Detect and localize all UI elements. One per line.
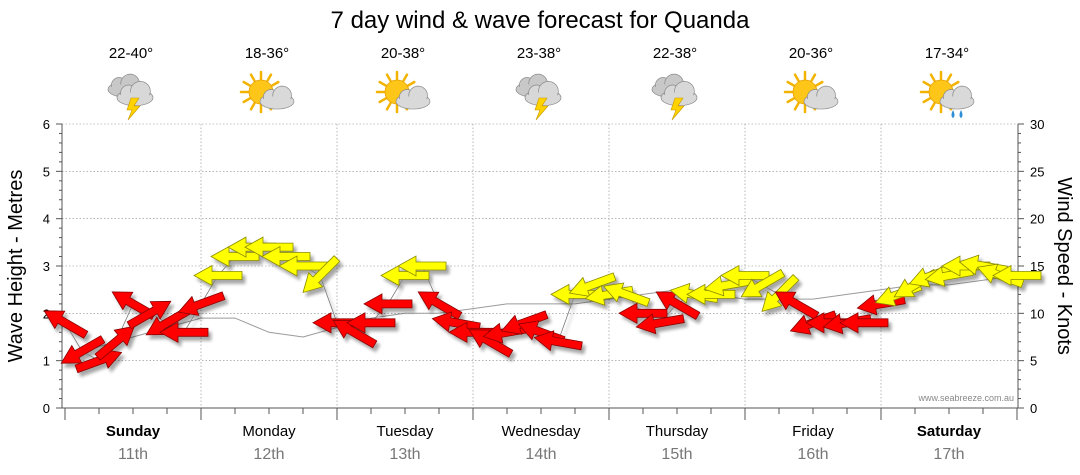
wind-arrows-series [43, 236, 1042, 374]
temperature-range: 22-38° [653, 45, 697, 62]
left-tick-label: 4 [43, 212, 50, 227]
right-tick-label: 30 [1030, 117, 1044, 132]
wind-arrow [94, 325, 136, 361]
wind-arrow [774, 291, 820, 320]
cloud-shape [660, 81, 698, 107]
y-axis-right-label: Wind Speed - Knots [1053, 177, 1075, 355]
day-name-label: Thursday [646, 423, 709, 440]
day-name-label: Wednesday [502, 423, 581, 440]
wind-arrow [261, 245, 311, 268]
right-y-ticks: 0 5 10 15 20 25 30 [1018, 117, 1044, 416]
day-date-label: 15th [661, 446, 692, 463]
day-date-label: 13th [389, 446, 420, 463]
wind-arrow [720, 264, 770, 287]
temperature-labels: 22-40° 18-36° 20-38° 23-38° 22-38° 20-36° 17-3… [109, 45, 969, 62]
right-tick-label: 0 [1030, 401, 1037, 416]
wind-arrow [500, 310, 549, 335]
lightning-shape [126, 97, 141, 121]
day-date-label: 17th [933, 446, 964, 463]
wave-height-series [64, 275, 1018, 362]
wind-arrow [332, 319, 378, 349]
wind-arrow [380, 264, 430, 287]
day-date-label: 16th [797, 446, 828, 463]
wind-arrow [839, 312, 889, 334]
wind-arrow [550, 283, 600, 306]
wind-arrow [126, 300, 172, 330]
right-tick-label: 20 [1030, 212, 1044, 227]
left-y-ticks: 0123456 [43, 117, 62, 416]
wind-arrow [602, 282, 651, 307]
right-tick-label: 25 [1030, 164, 1044, 179]
day-date-label: 11th [118, 446, 148, 463]
wind-arrow [992, 264, 1042, 287]
wind-arrow [655, 291, 701, 320]
day-name-label: Friday [792, 423, 834, 440]
storm-cloud-icon [107, 73, 154, 121]
wind-arrow [431, 311, 481, 333]
wind-arrow [740, 268, 786, 298]
right-tick-label: 5 [1030, 354, 1037, 369]
wind-arrow [533, 330, 583, 352]
day-labels: Sunday 11th Monday 12th Tuesday 13th Wednesday… [64, 408, 1018, 463]
wind-arrow [193, 264, 243, 287]
left-tick-label: 0 [43, 401, 50, 416]
day-name-label: Monday [242, 423, 296, 440]
chart-title: 7 day wind & wave forecast for Quanda [331, 7, 751, 34]
cloud-shape [259, 85, 295, 110]
wind-arrow [60, 335, 106, 364]
left-tick-label: 6 [43, 117, 50, 132]
temperature-range: 20-38° [381, 45, 425, 62]
weather-icons [107, 70, 975, 121]
cloud-shape [803, 85, 839, 110]
watermark: www.seabreeze.com.au [917, 393, 1014, 403]
wind-arrow [686, 283, 736, 306]
storm-cloud-icon [515, 73, 562, 121]
rain-drops [951, 110, 963, 118]
sun-cloud-icon [239, 70, 295, 114]
wind-arrow [635, 313, 685, 335]
day-name-label: Saturday [917, 423, 982, 440]
lightning-shape [670, 97, 685, 121]
temperature-range: 18-36° [245, 45, 289, 62]
left-tick-label: 3 [43, 259, 50, 274]
day-date-label: 14th [525, 446, 556, 463]
sun-cloud-icon [375, 70, 431, 114]
wind-arrow [244, 236, 294, 258]
wind-arrow [363, 293, 413, 315]
sun-cloud-icon [783, 70, 839, 114]
wind-arrow [397, 255, 447, 277]
temperature-range: 23-38° [517, 45, 561, 62]
lightning-shape [534, 97, 549, 121]
wind-arrow [468, 329, 514, 358]
cloud-shape [939, 85, 975, 110]
sun-rain-icon [919, 70, 975, 118]
wind-arrow [346, 312, 396, 334]
wind-arrow [278, 255, 328, 277]
y-axis-left-label: Wave Height - Metres [5, 170, 27, 363]
left-tick-label: 5 [43, 164, 50, 179]
right-tick-label: 15 [1030, 259, 1044, 274]
day-name-label: Tuesday [377, 423, 434, 440]
storm-cloud-icon [651, 73, 698, 121]
wind-arrow [302, 255, 341, 294]
wind-arrow [43, 310, 89, 339]
temperature-range: 22-40° [109, 45, 153, 62]
cloud-shape [395, 85, 431, 110]
wind-arrow [618, 302, 668, 324]
day-date-label: 12th [253, 446, 284, 463]
temperature-range: 20-36° [789, 45, 833, 62]
wind-arrow [568, 272, 617, 297]
left-tick-label: 1 [43, 354, 50, 369]
right-tick-label: 10 [1030, 306, 1044, 321]
wave-height-line [64, 275, 1018, 362]
gridlines [62, 123, 1018, 408]
wind-arrow [177, 291, 226, 316]
wind-arrow [159, 321, 209, 343]
day-name-label: Sunday [106, 423, 161, 440]
temperature-range: 17-34° [925, 45, 969, 62]
